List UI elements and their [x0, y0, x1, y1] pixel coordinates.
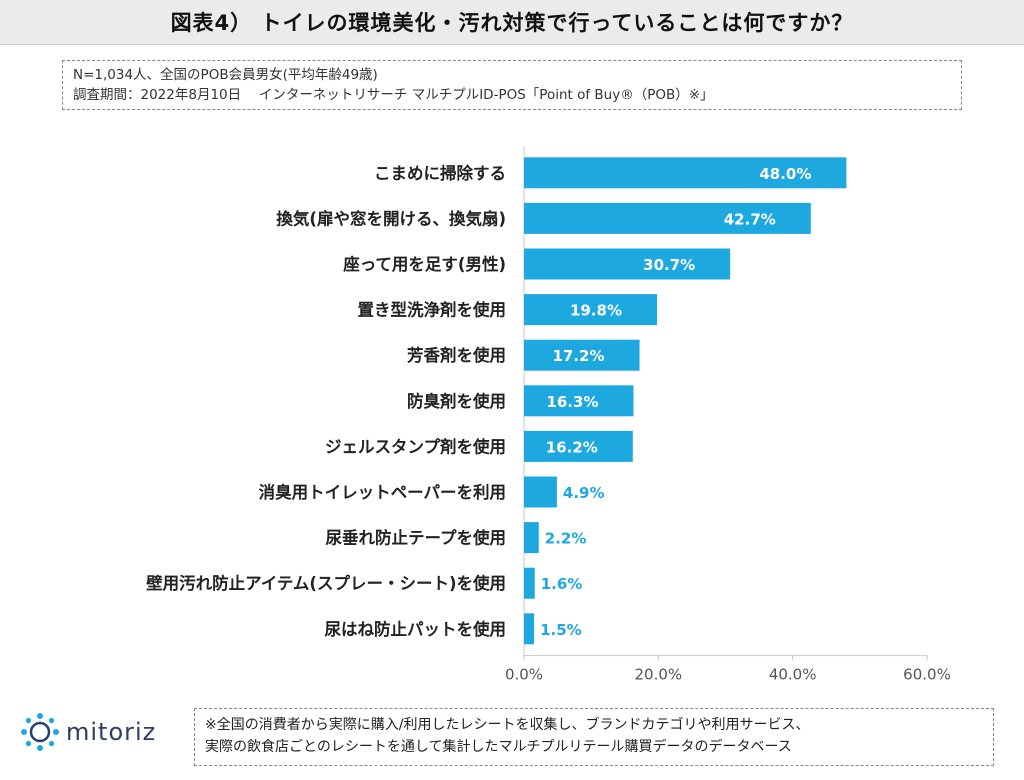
data-label: 16.2% [546, 438, 598, 456]
category-label: 座って用を足す(男性) [343, 254, 506, 274]
figure-title-bar: 図表4） トイレの環境美化・汚れ対策で行っていることは何ですか？ [0, 0, 1024, 45]
figure-title: 図表4） トイレの環境美化・汚れ対策で行っていることは何ですか？ [170, 11, 854, 35]
category-label: 置き型洗浄剤を使用 [358, 300, 507, 320]
category-label: 尿垂れ防止テープを使用 [325, 528, 506, 548]
mitoriz-logo-icon [21, 713, 59, 751]
x-tick-label: 20.0% [635, 666, 683, 680]
category-label: 壁用汚れ防止アイテム(スプレー・シート)を使用 [146, 573, 506, 593]
data-label: 4.9% [563, 484, 605, 502]
data-label: 30.7% [643, 256, 695, 274]
bar [524, 613, 535, 645]
bar [524, 522, 539, 554]
mitoriz-logo-text: mitoriz [66, 718, 157, 746]
category-label: こまめに掃除する [374, 163, 506, 183]
bar [524, 157, 847, 189]
bar [524, 476, 557, 508]
data-label: 1.6% [541, 575, 583, 593]
category-label: 換気(扉や窓を開ける、換気扇) [276, 208, 506, 228]
data-label: 2.2% [545, 530, 587, 548]
data-label: 17.2% [552, 347, 604, 365]
data-label: 19.8% [570, 302, 622, 320]
source-info-box: N=1,034人、全国のPOB会員男女(平均年齢49歳) 調査期間：2022年8… [62, 60, 962, 110]
data-label: 16.3% [546, 393, 598, 411]
data-label: 1.5% [540, 621, 582, 639]
bar [524, 294, 657, 326]
source-line-sample: N=1,034人、全国のPOB会員男女(平均年齢49歳) [73, 67, 378, 83]
data-label: 42.7% [724, 210, 776, 228]
category-label: 芳香剤を使用 [407, 345, 506, 365]
bar [524, 202, 811, 234]
bar [524, 385, 634, 417]
data-label: 48.0% [759, 165, 811, 183]
x-tick-label: 0.0% [505, 666, 543, 680]
x-tick-label: 60.0% [903, 666, 951, 680]
category-label: 消臭用トイレットペーパーを利用 [259, 482, 506, 502]
category-label: 尿はね防止パットを使用 [325, 619, 507, 639]
bar [524, 248, 731, 280]
footnote-box: ※全国の消費者から実際に購入/利用したレシートを収集し、ブランドカテゴリや利用サ… [194, 708, 994, 766]
mitoriz-logo: mitoriz [20, 712, 156, 752]
bar-chart: 0.0% 20.0% 40.0% 60.0% こまめに掃除する 48.0% 換気(扉や窓を開… [146, 146, 951, 680]
category-label: 防臭剤を使用 [407, 391, 506, 411]
category-label: ジェルスタンプ剤を使用 [325, 436, 506, 456]
footnote-line-2: 実際の飲食店ごとのレシートを通して集計したマルチプルリテール購買データのデータベ… [205, 739, 792, 755]
bar [524, 339, 640, 371]
source-line-period: 調査期間：2022年8月10日 インターネットリサーチ マルチプルID-POS「… [73, 87, 714, 103]
bar [524, 430, 633, 462]
bar [524, 567, 535, 599]
footnote-line-1: ※全国の消費者から実際に購入/利用したレシートを収集し、ブランドカテゴリや利用サ… [205, 717, 810, 733]
x-tick-label: 40.0% [769, 666, 817, 680]
